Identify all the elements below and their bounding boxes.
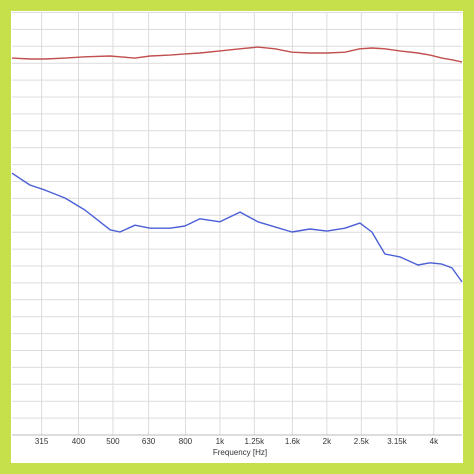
x-tick-label: 2k (323, 437, 332, 446)
x-tick-label: 800 (179, 437, 193, 446)
x-tick-label: 500 (106, 437, 120, 446)
x-tick-label: 1.25k (245, 437, 266, 446)
x-axis-label: Frequency [Hz] (213, 448, 267, 457)
line-series (11, 172, 463, 283)
x-tick-label: 4k (430, 437, 439, 446)
x-tick-label: 1k (216, 437, 225, 446)
plot-background (11, 11, 463, 463)
x-tick-label: 400 (72, 437, 86, 446)
x-tick-label: 3.15k (387, 437, 408, 446)
x-tick-label: 630 (142, 437, 156, 446)
x-tick-label: 2.5k (354, 437, 370, 446)
x-tick-label: 315 (35, 437, 49, 446)
line-series (11, 46, 463, 63)
x-tick-label: 1.6k (285, 437, 301, 446)
